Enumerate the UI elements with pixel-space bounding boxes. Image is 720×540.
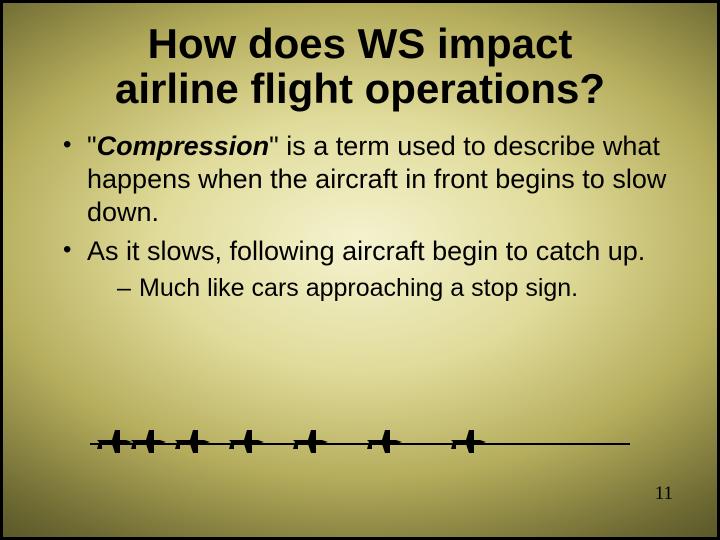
bullet-2: As it slows, following aircraft begin to… — [59, 235, 667, 304]
sub-1: Much like cars approaching a stop sign. — [117, 273, 667, 304]
plane-icon — [97, 430, 132, 453]
title-line-1: How does WS impact — [148, 20, 573, 67]
bullet-1-quote-open: " — [87, 131, 97, 161]
plane-icon — [131, 430, 166, 453]
bullet-list: "Compression" is a term used to describe… — [59, 130, 667, 304]
slide: How does WS impact airline flight operat… — [0, 0, 720, 540]
plane-icon — [451, 430, 486, 453]
plane-icon — [229, 430, 264, 453]
plane-icon — [175, 430, 210, 453]
bullet-1-emph: Compression — [97, 131, 270, 161]
bullet-1: "Compression" is a term used to describe… — [59, 130, 667, 229]
plane-row — [3, 416, 717, 465]
plane-row-svg — [80, 416, 640, 460]
title-line-2: airline flight operations? — [115, 65, 605, 112]
plane-icon — [293, 430, 328, 453]
sub-list: Much like cars approaching a stop sign. — [117, 273, 667, 304]
bullet-2-text: As it slows, following aircraft begin to… — [87, 236, 645, 266]
plane-icon — [367, 430, 402, 453]
page-number: 11 — [655, 483, 673, 505]
slide-title: How does WS impact airline flight operat… — [53, 21, 667, 112]
sub-1-text: Much like cars approaching a stop sign. — [139, 274, 578, 302]
